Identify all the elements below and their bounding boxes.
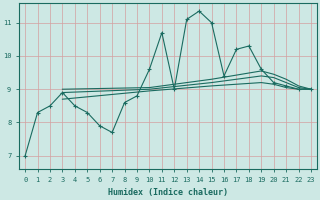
X-axis label: Humidex (Indice chaleur): Humidex (Indice chaleur) <box>108 188 228 197</box>
